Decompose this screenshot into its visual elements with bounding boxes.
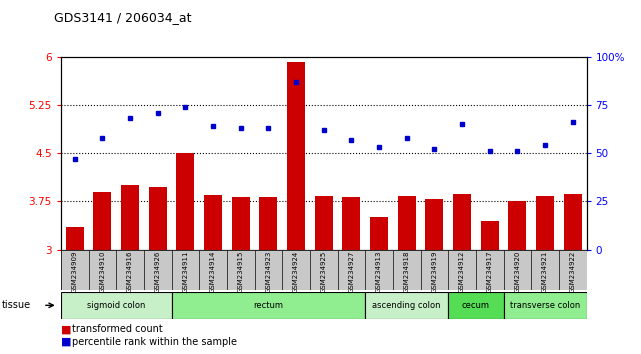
Text: cecum: cecum	[462, 301, 490, 310]
Bar	[370, 217, 388, 250]
Bar	[116, 250, 144, 290]
Bar	[448, 250, 476, 290]
Text: GSM234911: GSM234911	[183, 251, 188, 293]
Bar	[172, 292, 365, 319]
Bar	[61, 250, 88, 290]
Bar	[232, 197, 250, 250]
Bar	[310, 250, 338, 290]
Text: GSM234920: GSM234920	[514, 251, 520, 293]
Bar	[282, 250, 310, 290]
Bar	[61, 292, 172, 319]
Bar	[448, 292, 504, 319]
Bar	[94, 192, 112, 250]
Bar	[176, 153, 194, 250]
Bar	[172, 250, 199, 290]
Bar	[397, 196, 415, 250]
Bar	[66, 227, 84, 250]
Bar	[88, 250, 116, 290]
Text: sigmoid colon: sigmoid colon	[87, 301, 146, 310]
Bar	[531, 250, 559, 290]
Text: GSM234926: GSM234926	[154, 251, 161, 293]
Bar	[453, 194, 471, 250]
Text: GSM234914: GSM234914	[210, 251, 216, 293]
Bar	[260, 197, 278, 250]
Text: GDS3141 / 206034_at: GDS3141 / 206034_at	[54, 11, 192, 24]
Bar	[342, 197, 360, 250]
Text: GSM234909: GSM234909	[72, 251, 78, 293]
Bar	[121, 185, 139, 250]
Bar	[559, 250, 587, 290]
Bar	[504, 292, 587, 319]
Bar	[254, 250, 282, 290]
Text: GSM234912: GSM234912	[459, 251, 465, 293]
Bar	[420, 250, 448, 290]
Text: GSM234925: GSM234925	[320, 251, 327, 293]
Bar	[536, 196, 554, 250]
Bar	[338, 250, 365, 290]
Bar	[227, 250, 254, 290]
Text: ■: ■	[61, 324, 71, 334]
Bar	[315, 196, 333, 250]
Bar	[504, 250, 531, 290]
Text: percentile rank within the sample: percentile rank within the sample	[72, 337, 237, 347]
Bar	[563, 194, 581, 250]
Text: GSM234921: GSM234921	[542, 251, 548, 293]
Text: GSM234919: GSM234919	[431, 251, 437, 293]
Bar	[393, 250, 420, 290]
Bar	[149, 187, 167, 250]
Text: GSM234924: GSM234924	[293, 251, 299, 293]
Text: GSM234927: GSM234927	[348, 251, 354, 293]
Bar	[365, 250, 393, 290]
Bar	[481, 221, 499, 250]
Text: tissue: tissue	[1, 300, 30, 310]
Text: GSM234915: GSM234915	[238, 251, 244, 293]
Text: ■: ■	[61, 337, 71, 347]
Bar	[508, 201, 526, 250]
Bar	[287, 62, 305, 250]
Text: GSM234918: GSM234918	[404, 251, 410, 293]
Text: GSM234922: GSM234922	[570, 251, 576, 293]
Text: GSM234910: GSM234910	[99, 251, 105, 293]
Text: GSM234923: GSM234923	[265, 251, 271, 293]
Bar	[204, 195, 222, 250]
Bar	[476, 250, 504, 290]
Text: GSM234916: GSM234916	[127, 251, 133, 293]
Bar	[144, 250, 172, 290]
Bar	[199, 250, 227, 290]
Text: transformed count: transformed count	[72, 324, 163, 334]
Text: transverse colon: transverse colon	[510, 301, 580, 310]
Bar	[365, 292, 448, 319]
Text: GSM234917: GSM234917	[487, 251, 493, 293]
Text: ascending colon: ascending colon	[372, 301, 441, 310]
Bar	[426, 199, 444, 250]
Text: rectum: rectum	[253, 301, 283, 310]
Text: GSM234913: GSM234913	[376, 251, 382, 293]
